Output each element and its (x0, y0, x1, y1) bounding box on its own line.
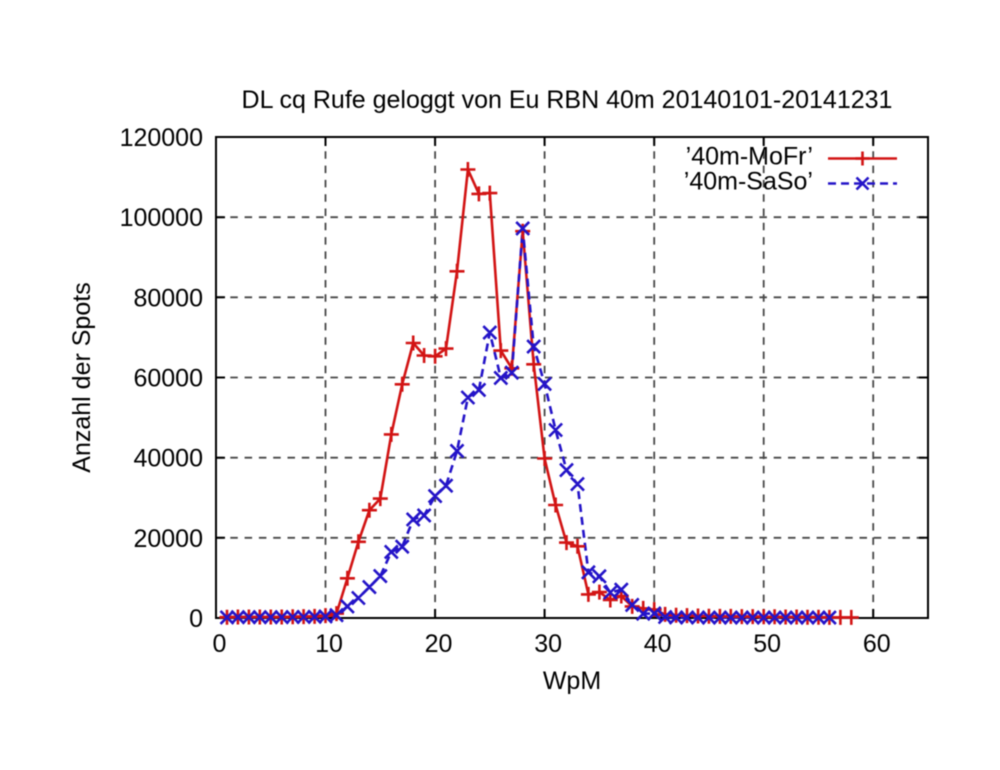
svg-text:’40m-MoFr’: ’40m-MoFr’ (686, 143, 813, 171)
svg-text:0: 0 (213, 630, 227, 658)
svg-text:40: 40 (644, 630, 672, 658)
svg-text:60: 60 (863, 630, 891, 658)
svg-text:20: 20 (425, 630, 453, 658)
svg-text:60000: 60000 (133, 365, 203, 393)
svg-text:20000: 20000 (133, 525, 203, 553)
svg-text:Anzahl der Spots: Anzahl der Spots (68, 282, 96, 472)
svg-text:10: 10 (315, 630, 343, 658)
svg-text:100000: 100000 (120, 204, 203, 232)
svg-text:DL cq Rufe geloggt von Eu RBN: DL cq Rufe geloggt von Eu RBN 40m 201401… (242, 86, 893, 114)
svg-text:0: 0 (189, 605, 203, 633)
svg-text:50: 50 (753, 630, 781, 658)
svg-text:40000: 40000 (133, 445, 203, 473)
svg-text:120000: 120000 (120, 124, 203, 152)
svg-text:WpM: WpM (543, 667, 601, 695)
svg-text:30: 30 (534, 630, 562, 658)
svg-text:’40m-SaSo’: ’40m-SaSo’ (684, 168, 813, 196)
svg-text:80000: 80000 (133, 284, 203, 312)
